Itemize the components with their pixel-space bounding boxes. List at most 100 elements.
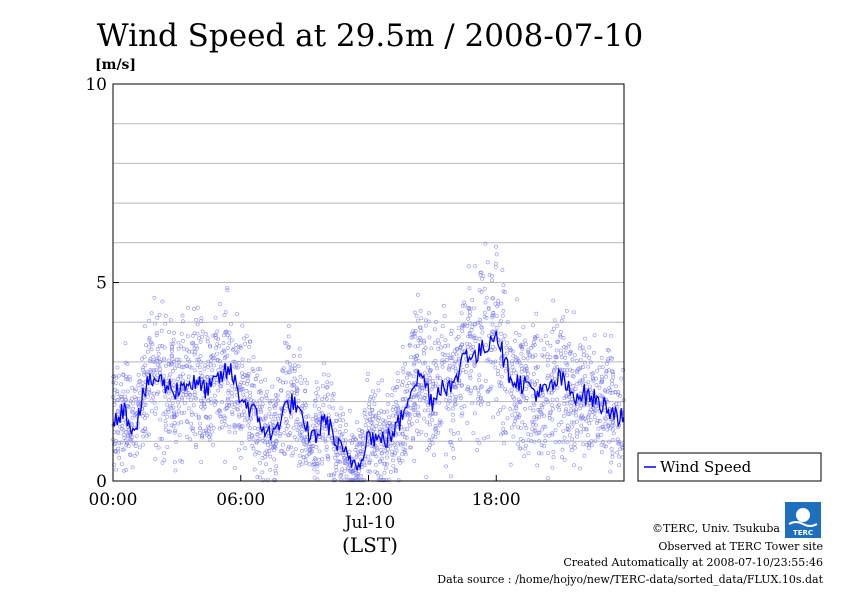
- scatter-point: [141, 394, 145, 399]
- scatter-point: [270, 425, 275, 430]
- scatter-point: [583, 336, 588, 341]
- scatter-point: [594, 383, 599, 388]
- scatter-point: [292, 367, 297, 372]
- scatter-point: [460, 342, 465, 347]
- scatter-point: [574, 413, 579, 418]
- scatter-point: [327, 473, 332, 478]
- scatter-point: [417, 413, 422, 418]
- scatter-point: [185, 420, 190, 425]
- scatter-point: [133, 441, 138, 446]
- scatter-point: [199, 319, 203, 324]
- scatter-point: [613, 390, 618, 395]
- scatter-point: [333, 450, 338, 455]
- scatter-point: [513, 370, 518, 375]
- scatter-point: [604, 417, 608, 422]
- scatter-point: [142, 355, 147, 359]
- scatter-point: [470, 348, 475, 352]
- scatter-point: [599, 432, 604, 437]
- chart-title: Wind Speed at 29.5m / 2008-07-10: [97, 18, 643, 54]
- scatter-point: [476, 388, 481, 393]
- scatter-point: [489, 332, 494, 337]
- scatter-point: [376, 381, 381, 386]
- scatter-point: [488, 359, 493, 364]
- scatter-point: [149, 409, 154, 414]
- scatter-point: [456, 326, 461, 331]
- scatter-point: [428, 376, 433, 381]
- scatter-point: [476, 320, 481, 325]
- x-axis-date-label: Jul-10: [343, 513, 396, 533]
- x-axis-unit-label: (LST): [342, 533, 398, 557]
- scatter-point: [555, 323, 560, 328]
- scatter-point: [422, 371, 427, 376]
- scatter-point: [382, 424, 387, 429]
- scatter-point: [444, 452, 448, 457]
- scatter-point: [489, 384, 494, 389]
- scatter-point: [256, 367, 261, 372]
- scatter-point: [476, 392, 481, 397]
- scatter-point: [464, 370, 468, 375]
- scatter-point: [434, 320, 438, 324]
- scatter-point: [436, 347, 441, 351]
- scatter-point: [379, 474, 384, 479]
- scatter-point: [376, 388, 381, 393]
- scatter-point: [140, 381, 145, 385]
- scatter-point: [466, 316, 471, 321]
- scatter-point: [494, 244, 498, 249]
- scatter-point: [239, 371, 244, 376]
- scatter-point: [189, 412, 194, 417]
- scatter-point: [158, 417, 163, 422]
- scatter-point: [166, 362, 171, 367]
- scatter-point: [239, 441, 244, 446]
- scatter-point: [274, 439, 279, 444]
- scatter-point: [322, 424, 327, 429]
- scatter-point: [203, 428, 208, 433]
- scatter-point: [460, 411, 465, 416]
- scatter-point: [418, 394, 423, 399]
- scatter-point: [296, 399, 301, 403]
- scatter-point: [299, 381, 304, 386]
- scatter-point: [454, 352, 459, 357]
- scatter-point: [219, 425, 224, 430]
- scatter-point: [524, 386, 529, 391]
- scatter-point: [116, 408, 120, 413]
- scatter-point: [392, 442, 397, 447]
- scatter-point: [567, 394, 572, 399]
- scatter-point: [123, 341, 128, 346]
- scatter-point: [185, 395, 190, 400]
- scatter-point: [149, 311, 154, 316]
- scatter-point: [293, 363, 297, 368]
- scatter-point: [416, 338, 421, 343]
- scatter-point: [570, 357, 575, 362]
- scatter-point: [460, 303, 465, 308]
- scatter-point: [586, 380, 591, 385]
- scatter-point: [347, 449, 352, 454]
- scatter-point: [206, 398, 211, 403]
- scatter-point: [283, 380, 288, 385]
- scatter-point: [565, 423, 570, 428]
- scatter-point: [272, 457, 277, 462]
- scatter-point: [184, 354, 188, 359]
- scatter-point: [473, 322, 478, 327]
- scatter-point: [437, 384, 442, 389]
- scatter-point: [360, 441, 365, 446]
- scatter-point: [289, 380, 294, 385]
- scatter-point: [467, 286, 472, 291]
- scatter-point: [510, 413, 515, 418]
- scatter-point: [555, 397, 560, 402]
- scatter-point: [168, 372, 172, 377]
- scatter-point: [611, 370, 616, 375]
- scatter-point: [155, 373, 160, 378]
- scatter-point: [608, 388, 613, 392]
- scatter-point: [448, 395, 453, 400]
- scatter-point: [444, 357, 449, 362]
- scatter-point: [523, 446, 528, 451]
- scatter-point: [250, 367, 255, 372]
- scatter-point: [524, 398, 529, 403]
- scatter-point: [554, 355, 559, 360]
- scatter-point: [414, 353, 419, 358]
- scatter-point: [435, 374, 440, 379]
- scatter-point: [343, 429, 348, 433]
- scatter-point: [518, 426, 523, 431]
- scatter-point: [204, 332, 209, 336]
